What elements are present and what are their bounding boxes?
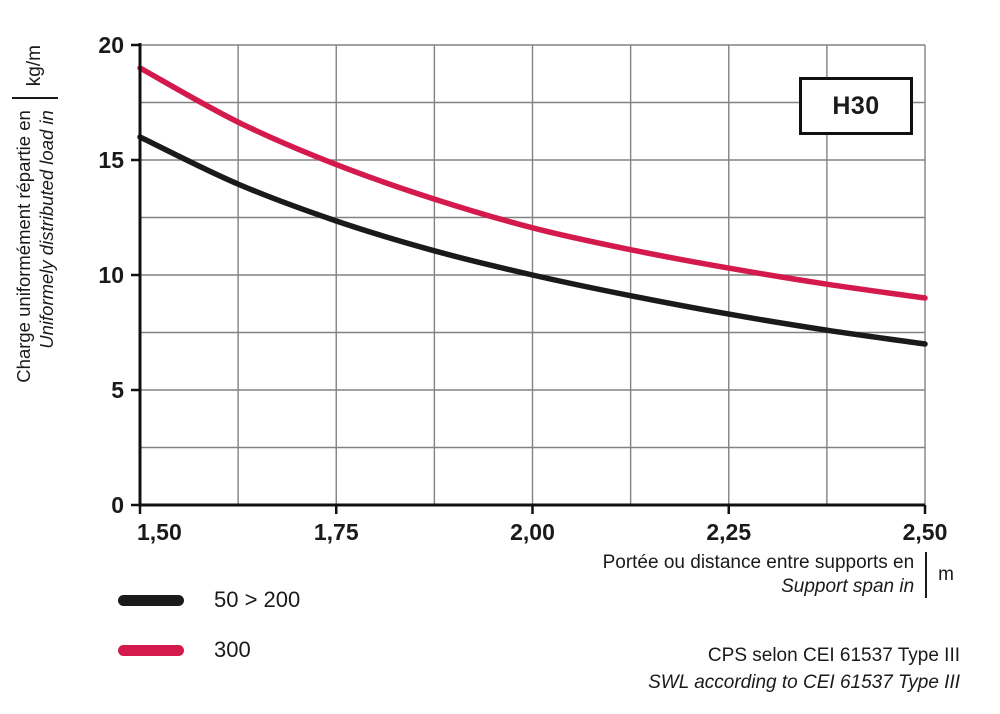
y-tick-label: 15 — [98, 147, 124, 173]
x-tick-label: 2,00 — [510, 519, 555, 545]
y-axis-unit-separator — [12, 97, 58, 100]
x-tick-label: 2,25 — [706, 519, 751, 545]
y-axis-title-en: Uniformely distributed load in — [36, 110, 57, 349]
legend-item: 300 — [118, 637, 300, 663]
curve-50-200 — [137, 134, 928, 347]
y-axis-unit: kg/m — [24, 45, 45, 87]
x-axis-unit-separator — [925, 551, 928, 598]
x-tick-label: 2,50 — [903, 519, 948, 545]
y-tick-label: 10 — [98, 262, 124, 288]
model-badge: H30 — [799, 77, 913, 135]
legend: 50 > 200 300 — [118, 587, 300, 663]
standard-note-fr: CPS selon CEI 61537 Type III — [707, 645, 960, 666]
x-axis-title-en: Support span in — [781, 575, 915, 597]
legend-swatch-50-200 — [118, 594, 184, 606]
curve-300 — [137, 65, 928, 301]
x-axis-title-lines: Portée ou distance entre supports en Sup… — [603, 551, 915, 599]
standard-note: CPS selon CEI 61537 Type III SWL accordi… — [648, 643, 960, 696]
y-axis-title-lines: Charge uniformément répartie en Uniforme… — [12, 110, 58, 383]
y-tick-label: 20 — [98, 32, 124, 58]
x-axis-title: Portée ou distance entre supports en Sup… — [603, 551, 954, 599]
standard-note-en: SWL according to CEI 61537 Type III — [648, 671, 960, 693]
x-axis-title-fr: Portée ou distance entre supports en — [602, 552, 915, 573]
legend-item: 50 > 200 — [118, 587, 300, 613]
legend-label: 300 — [214, 637, 251, 662]
y-axis-title-fr: Charge uniformément répartie en — [12, 110, 34, 383]
legend-swatch-300 — [118, 644, 184, 656]
x-tick-label: 1,50 — [137, 519, 182, 545]
x-axis-unit: m — [938, 563, 954, 585]
legend-label: 50 > 200 — [214, 587, 301, 612]
y-tick-label: 5 — [111, 377, 124, 403]
y-axis-title: Charge uniformément répartie en Uniforme… — [6, 45, 64, 505]
y-tick-label: 0 — [111, 492, 124, 518]
x-tick-label: 1,75 — [314, 519, 359, 545]
